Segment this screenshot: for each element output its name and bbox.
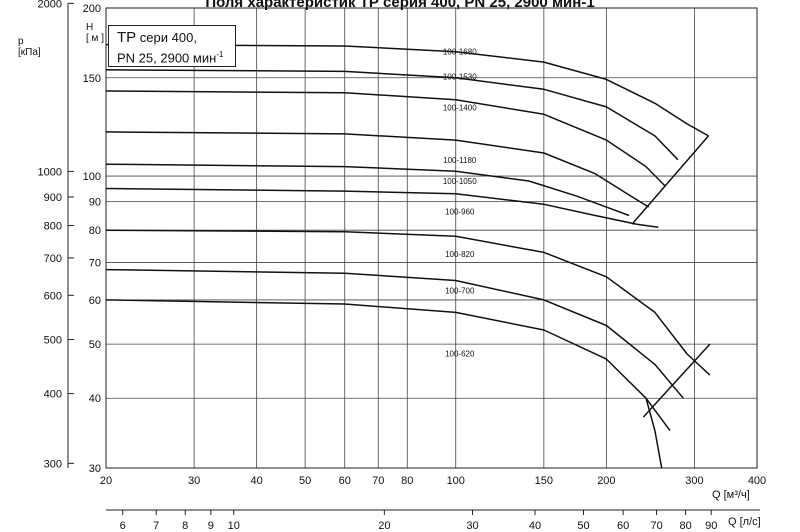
infobox-series: сери 400, xyxy=(139,30,197,45)
series-curve-100-620 xyxy=(105,299,671,432)
infobox-pn: PN 25, 2900 мин xyxy=(117,50,217,66)
y-tick-label-head: 50 xyxy=(89,339,101,351)
y-tick-label-head: 30 xyxy=(89,463,101,475)
head-unit: [ м ] xyxy=(86,33,104,44)
curve-label: 100-1400 xyxy=(443,104,477,113)
x-tick-label-ls: 7 xyxy=(153,520,159,532)
pressure-symbol: p xyxy=(18,36,24,47)
curve-label: 100-620 xyxy=(445,350,475,359)
x-tick-label-ls: 40 xyxy=(529,520,541,532)
series-infobox: TP сери 400, PN 25, 2900 мин-1 xyxy=(108,25,236,67)
curve-label: 100-700 xyxy=(445,287,475,296)
x-tick-label-ls: 70 xyxy=(650,520,662,532)
y-tick-label-pressure: 300 xyxy=(44,458,62,470)
head-axis-title: H [ м ] xyxy=(86,22,104,44)
y-tick-label-pressure: 600 xyxy=(44,290,62,302)
x-axis-label-ls: Q [л/с] xyxy=(728,516,761,528)
x-tick-label-m3h: 40 xyxy=(251,475,263,487)
x-tick-label-ls: 8 xyxy=(182,520,188,532)
curve-label: 100-1050 xyxy=(443,177,477,186)
y-tick-label-head: 80 xyxy=(89,225,101,237)
curve-label: 100-1530 xyxy=(443,72,477,81)
chart-title: Поля характеристик ТР серия 400, PN 25, … xyxy=(205,0,595,11)
y-tick-label-pressure: 1000 xyxy=(38,166,62,178)
x-tick-label-m3h: 20 xyxy=(100,475,112,487)
series-curve-100-1530 xyxy=(105,69,679,161)
y-tick-label-pressure: 800 xyxy=(44,221,62,233)
x-tick-label-ls: 10 xyxy=(228,520,240,532)
curve-label: 100-820 xyxy=(445,250,475,259)
series-curve-100-960 xyxy=(105,187,659,228)
curve-label: 100-1180 xyxy=(443,156,477,165)
y-tick-label-pressure: 2000 xyxy=(38,0,62,10)
infobox-tp: TP xyxy=(117,29,137,46)
series-curve-100-620 xyxy=(645,398,663,469)
y-tick-label-pressure: 400 xyxy=(44,389,62,401)
x-tick-label-m3h: 200 xyxy=(597,475,615,487)
pressure-axis-title: p [кПа] xyxy=(18,36,41,58)
y-tick-label-head: 90 xyxy=(89,197,101,209)
x-tick-label-m3h: 400 xyxy=(748,475,766,487)
x-tick-label-ls: 20 xyxy=(378,520,390,532)
x-tick-label-m3h: 100 xyxy=(447,475,465,487)
x-tick-label-m3h: 300 xyxy=(685,475,703,487)
y-tick-label-head: 100 xyxy=(83,171,101,183)
series-curve-100-1680 xyxy=(105,43,709,137)
x-tick-label-ls: 30 xyxy=(466,520,478,532)
x-tick-label-ls: 80 xyxy=(679,520,691,532)
operating-limit-line xyxy=(631,135,710,225)
infobox-sup: -1 xyxy=(216,50,224,59)
x-tick-label-ls: 9 xyxy=(208,520,214,532)
y-tick-label-pressure: 500 xyxy=(44,334,62,346)
pressure-unit: [кПа] xyxy=(18,47,41,58)
x-tick-label-m3h: 150 xyxy=(535,475,553,487)
x-tick-label-m3h: 70 xyxy=(372,475,384,487)
y-tick-label-pressure: 900 xyxy=(44,192,62,204)
series-curve-100-820 xyxy=(105,229,711,376)
y-tick-label-head: 40 xyxy=(89,393,101,405)
y-tick-label-pressure: 700 xyxy=(44,253,62,265)
y-tick-label-head: 70 xyxy=(89,258,101,270)
x-tick-label-ls: 50 xyxy=(577,520,589,532)
y-tick-label-head: 200 xyxy=(83,3,101,15)
head-symbol: H xyxy=(86,22,94,33)
y-tick-label-head: 150 xyxy=(83,73,101,85)
x-axis-label-m3h: Q [м³/ч] xyxy=(712,489,750,501)
series-curve-100-1050 xyxy=(105,163,630,217)
curve-label: 100-1680 xyxy=(443,48,477,57)
x-tick-label-m3h: 50 xyxy=(299,475,311,487)
x-tick-label-m3h: 80 xyxy=(401,475,413,487)
x-tick-label-ls: 6 xyxy=(120,520,126,532)
x-tick-label-ls: 60 xyxy=(617,520,629,532)
x-tick-label-m3h: 60 xyxy=(339,475,351,487)
x-tick-label-m3h: 30 xyxy=(188,475,200,487)
plot-frame xyxy=(105,7,758,469)
y-tick-label-head: 60 xyxy=(89,295,101,307)
series-curve-100-1180 xyxy=(105,131,650,208)
series-curve-100-1400 xyxy=(105,90,666,187)
curve-label: 100-960 xyxy=(445,207,475,216)
series-curve-100-700 xyxy=(105,268,684,399)
operating-limit-line xyxy=(642,343,711,418)
x-tick-label-ls: 90 xyxy=(705,520,717,532)
